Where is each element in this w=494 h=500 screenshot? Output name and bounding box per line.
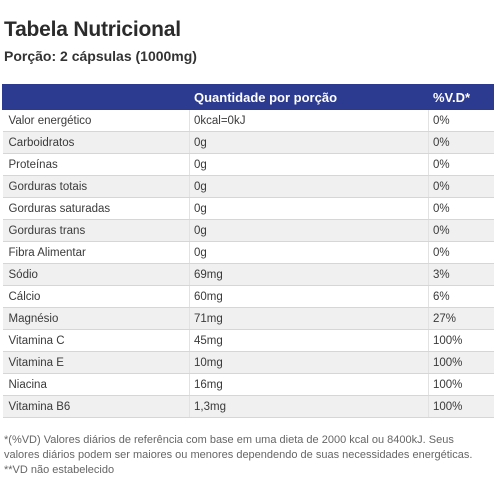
nutrient-cell: Gorduras saturadas [2, 197, 190, 220]
nutrient-cell: Vitamina C [2, 329, 190, 352]
vd-cell: 0% [428, 197, 494, 220]
vd-cell: 100% [428, 351, 494, 374]
nutrient-cell: Vitamina B6 [2, 395, 190, 418]
amount-cell: 0kcal=0kJ [189, 109, 429, 132]
table-row: Magnésio 71mg 27% [2, 307, 494, 330]
nutrient-cell: Sódio [2, 263, 190, 286]
amount-cell: 0g [189, 153, 429, 176]
nutrient-cell: Fibra Alimentar [2, 241, 190, 264]
amount-cell: 0g [189, 241, 429, 264]
nutrient-cell: Vitamina E [2, 351, 190, 374]
table-row: Niacina 16mg 100% [2, 373, 494, 396]
table-row: Fibra Alimentar 0g 0% [2, 241, 494, 264]
amount-cell: 16mg [189, 373, 429, 396]
nutrient-cell: Cálcio [2, 285, 190, 308]
table-row: Gorduras saturadas 0g 0% [2, 197, 494, 220]
vd-cell: 100% [428, 373, 494, 396]
vd-cell: 6% [428, 285, 494, 308]
table-row: Cálcio 60mg 6% [2, 285, 494, 308]
header-nutrient [2, 84, 190, 110]
amount-cell: 60mg [189, 285, 429, 308]
table-row: Vitamina B6 1,3mg 100% [2, 395, 494, 418]
vd-cell: 0% [428, 241, 494, 264]
nutrition-table: Quantidade por porção %V.D* Valor energé… [2, 84, 494, 418]
header-vd: %V.D* [428, 84, 494, 110]
vd-cell: 3% [428, 263, 494, 286]
amount-cell: 0g [189, 175, 429, 198]
amount-cell: 71mg [189, 307, 429, 330]
vd-cell: 0% [428, 219, 494, 242]
amount-cell: 0g [189, 197, 429, 220]
table-header-row: Quantidade por porção %V.D* [2, 84, 494, 110]
vd-cell: 0% [428, 153, 494, 176]
table-row: Carboidratos 0g 0% [2, 131, 494, 154]
table-row: Gorduras trans 0g 0% [2, 219, 494, 242]
vd-cell: 100% [428, 395, 494, 418]
table-row: Vitamina C 45mg 100% [2, 329, 494, 352]
table-row: Valor energético 0kcal=0kJ 0% [2, 109, 494, 132]
vd-cell: 27% [428, 307, 494, 330]
page-title: Tabela Nutricional [4, 18, 181, 41]
amount-cell: 69mg [189, 263, 429, 286]
nutrient-cell: Valor energético [2, 109, 190, 132]
vd-cell: 0% [428, 109, 494, 132]
footnote: *(%VD) Valores diários de referência com… [4, 434, 473, 476]
nutrient-cell: Magnésio [2, 307, 190, 330]
amount-cell: 0g [189, 219, 429, 242]
portion-subtitle: Porção: 2 cápsulas (1000mg) [4, 48, 197, 64]
vd-cell: 100% [428, 329, 494, 352]
table-row: Sódio 69mg 3% [2, 263, 494, 286]
table-body: Valor energético 0kcal=0kJ 0% Carboidratos 0… [2, 109, 494, 418]
table-row: Vitamina E 10mg 100% [2, 351, 494, 374]
vd-cell: 0% [428, 175, 494, 198]
header-amount: Quantidade por porção [189, 84, 429, 110]
amount-cell: 1,3mg [189, 395, 429, 418]
table-row: Gorduras totais 0g 0% [2, 175, 494, 198]
nutrient-cell: Proteínas [2, 153, 190, 176]
nutrient-cell: Gorduras totais [2, 175, 190, 198]
table-row: Proteínas 0g 0% [2, 153, 494, 176]
amount-cell: 10mg [189, 351, 429, 374]
amount-cell: 0g [189, 131, 429, 154]
vd-cell: 0% [428, 131, 494, 154]
nutrient-cell: Carboidratos [2, 131, 190, 154]
amount-cell: 45mg [189, 329, 429, 352]
nutrient-cell: Gorduras trans [2, 219, 190, 242]
nutrient-cell: Niacina [2, 373, 190, 396]
